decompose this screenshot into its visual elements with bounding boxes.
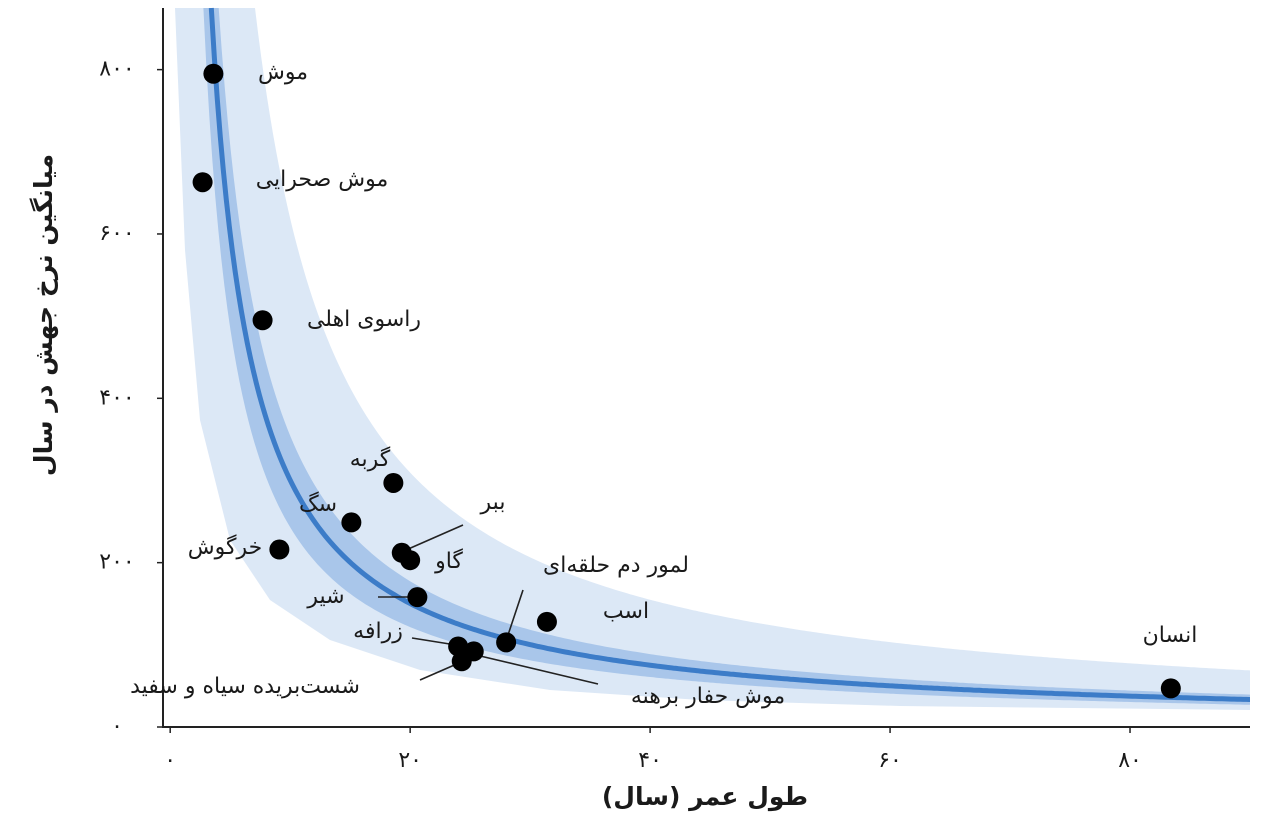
x-tick-label: ۴۰ <box>638 748 662 773</box>
point <box>496 632 517 653</box>
y-tick-label: ۴۰۰ <box>99 385 134 410</box>
point-label: سگ <box>299 491 337 517</box>
leader-line <box>506 589 524 639</box>
point-label: اسب <box>603 599 649 624</box>
y-axis-title: میانگین نرخ جهش در سال <box>29 154 59 476</box>
x-tick-label: ۸۰ <box>1118 748 1142 773</box>
point <box>203 63 224 84</box>
leader-line <box>419 662 460 681</box>
point-label: موش حفار برهنه <box>631 684 785 709</box>
point <box>400 550 421 571</box>
y-tick-label: ۰ <box>111 714 123 739</box>
point-label: شست‌بریده سیاه و سفید <box>130 674 360 699</box>
point <box>1160 678 1181 699</box>
point <box>383 472 404 493</box>
point <box>341 512 362 533</box>
point <box>192 172 213 193</box>
leader-line <box>475 654 599 685</box>
confidence-band <box>175 8 1250 710</box>
point-label: لمور دم حلقه‌ای <box>543 553 689 578</box>
x-axis-title: طول عمر (سال) <box>602 782 808 812</box>
point-label: زرافه <box>353 619 403 644</box>
point-label: موش صحرایی <box>256 167 389 192</box>
point <box>269 539 290 560</box>
point <box>252 310 273 331</box>
point-label: راسوی اهلی <box>307 307 421 332</box>
x-tick-label: ۰ <box>164 748 176 773</box>
point <box>407 587 428 608</box>
point-label: گاو <box>434 548 463 574</box>
y-tick-label: ۲۰۰ <box>99 550 134 575</box>
x-tick-label: ۶۰ <box>878 748 902 773</box>
point-label: موش <box>258 60 308 85</box>
inner-band <box>203 8 1250 705</box>
point-label: شیر <box>306 584 344 609</box>
x-tick-label: ۲۰ <box>398 748 422 773</box>
point-label: انسان <box>1143 623 1198 648</box>
leader-line <box>405 524 464 551</box>
point-label: ببر <box>480 490 506 515</box>
fit-curve <box>208 7 1250 702</box>
point-label: گربه <box>350 446 391 472</box>
y-tick-label: ۶۰۰ <box>99 221 134 246</box>
point <box>463 641 484 662</box>
point <box>536 611 557 632</box>
y-tick-label: ۸۰۰ <box>99 57 134 82</box>
point-label: خرگوش <box>188 534 262 560</box>
